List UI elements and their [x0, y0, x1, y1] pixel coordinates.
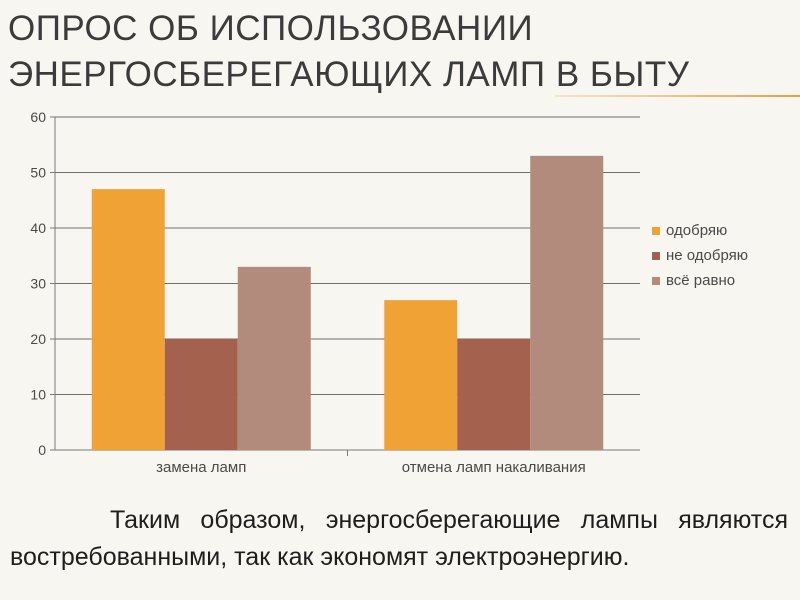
title-rule: [555, 95, 800, 97]
y-tick-label: 20: [30, 331, 46, 347]
legend-label: одобряю: [666, 222, 727, 239]
bar: [457, 339, 531, 450]
x-tick-label: отмена ламп накаливания: [402, 459, 586, 476]
title-line-1: Опрос об использовании: [8, 9, 534, 48]
bars: [91, 155, 604, 450]
y-tick-label: 60: [30, 109, 46, 125]
y-tick-label: 10: [30, 387, 46, 403]
x-tick-label: замена ламп: [156, 459, 246, 476]
legend-swatch: [652, 277, 660, 285]
title-line-2: энергосберегающих ламп в быту: [8, 55, 690, 94]
bar-chart: 0 10 20 30 40 50 60 замена ламп отмена ламп нака…: [30, 109, 748, 476]
legend: одобряю не одобряю всё равно: [652, 222, 748, 289]
bar: [91, 189, 165, 450]
y-tick-label: 40: [30, 220, 46, 236]
bar: [164, 339, 238, 450]
slide-title: Опрос об использовании энергосберегающих…: [8, 6, 788, 98]
legend-label: не одобряю: [666, 247, 748, 264]
axis-labels: 0 10 20 30 40 50 60 замена ламп отмена ламп нака…: [30, 109, 585, 476]
y-tick-label: 0: [38, 442, 46, 458]
legend-label: всё равно: [666, 272, 735, 289]
bar: [530, 155, 604, 450]
y-tick-label: 50: [30, 165, 46, 181]
y-tick-label: 30: [30, 276, 46, 292]
bar: [237, 266, 311, 450]
legend-swatch: [652, 227, 660, 235]
bar: [384, 300, 458, 450]
conclusion-text: Таким образом, энергосберегающие лампы я…: [10, 506, 788, 571]
legend-swatch: [652, 252, 660, 260]
